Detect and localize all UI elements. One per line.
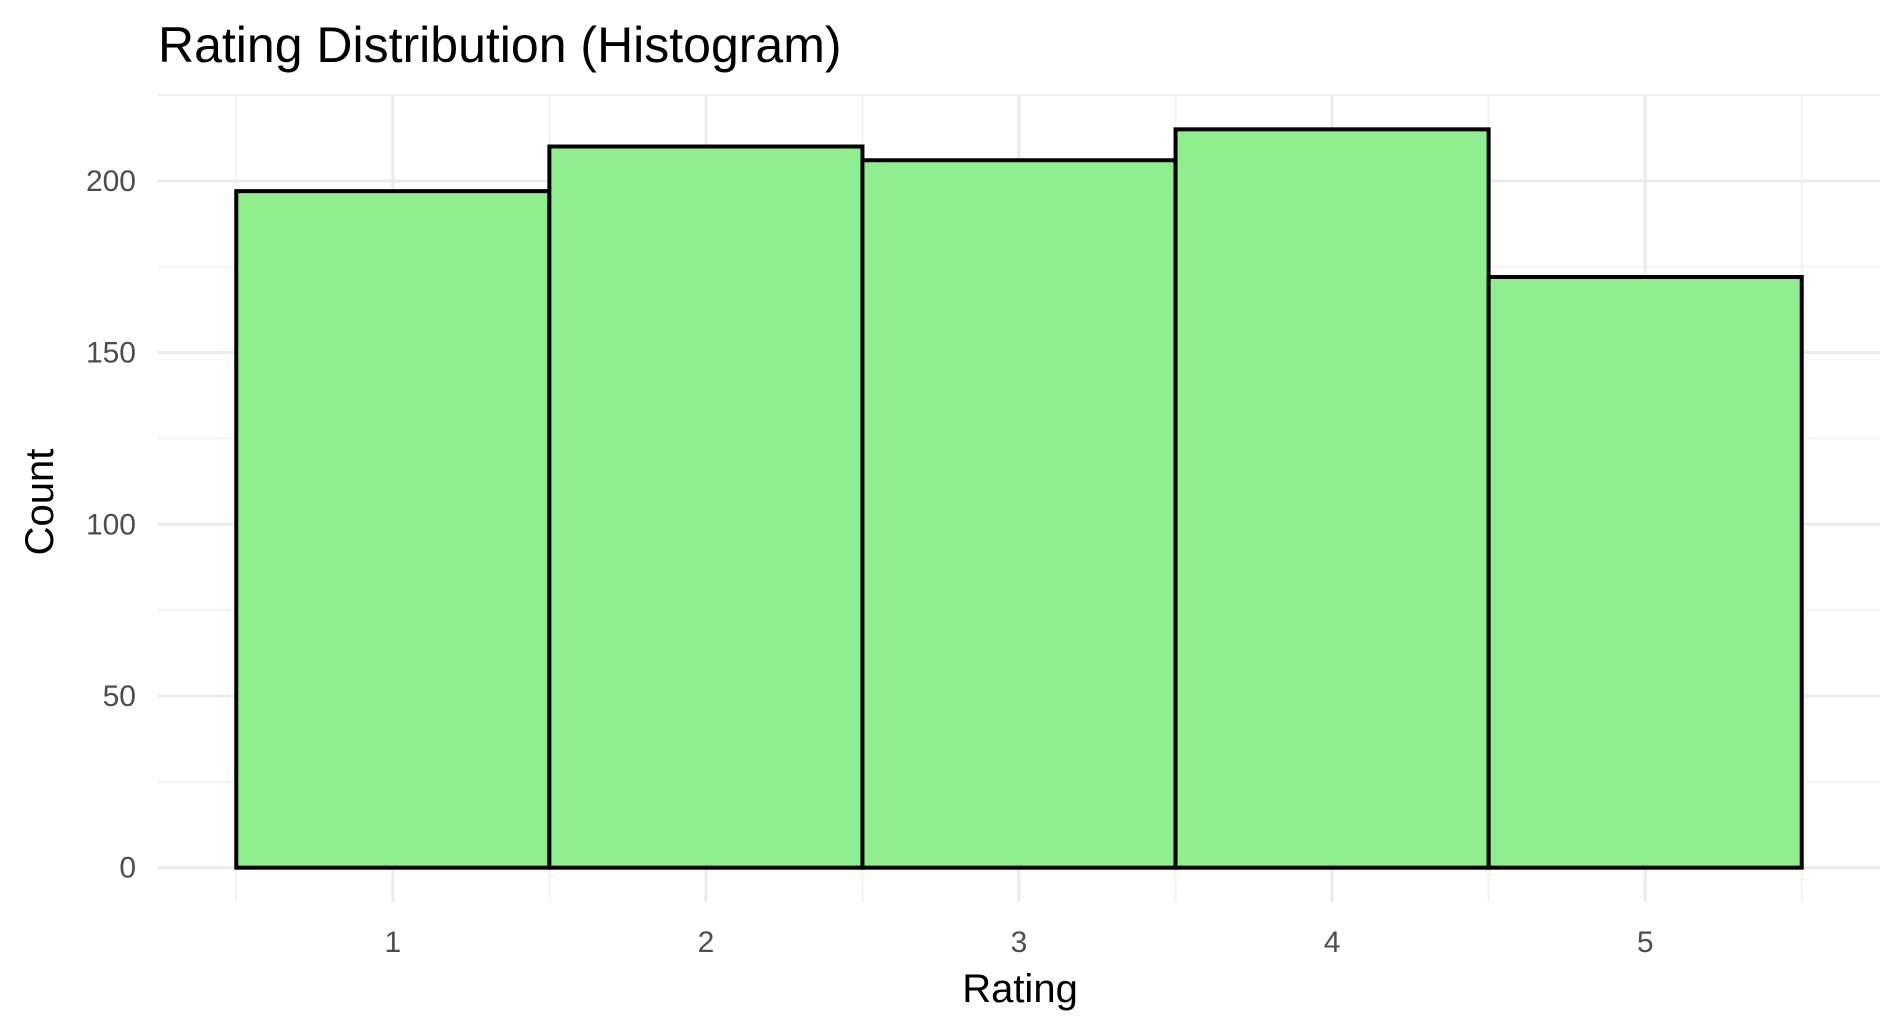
- x-axis-ticks: 1 2 3 4 5: [384, 926, 1653, 959]
- y-tick-label: 0: [119, 852, 136, 885]
- y-axis-ticks: 0 50 100 150 200: [86, 165, 136, 885]
- x-tick-label: 4: [1324, 926, 1341, 959]
- y-tick-label: 150: [86, 337, 136, 370]
- y-tick-label: 200: [86, 165, 136, 198]
- chart-title: Rating Distribution (Histogram): [158, 17, 842, 73]
- histogram-bar: [1173, 127, 1491, 870]
- bars: [234, 127, 1804, 870]
- x-axis-title: Rating: [962, 967, 1078, 1011]
- histogram-bar: [860, 158, 1178, 870]
- x-tick-label: 3: [1011, 926, 1028, 959]
- histogram-bar: [547, 144, 865, 870]
- y-tick-label: 100: [86, 508, 136, 541]
- histogram-bar: [234, 189, 552, 870]
- y-axis-title: Count: [18, 449, 62, 556]
- histogram-bar: [1486, 275, 1804, 870]
- y-tick-label: 50: [103, 680, 136, 713]
- x-tick-label: 1: [384, 926, 401, 959]
- x-tick-label: 2: [698, 926, 715, 959]
- x-tick-label: 5: [1637, 926, 1654, 959]
